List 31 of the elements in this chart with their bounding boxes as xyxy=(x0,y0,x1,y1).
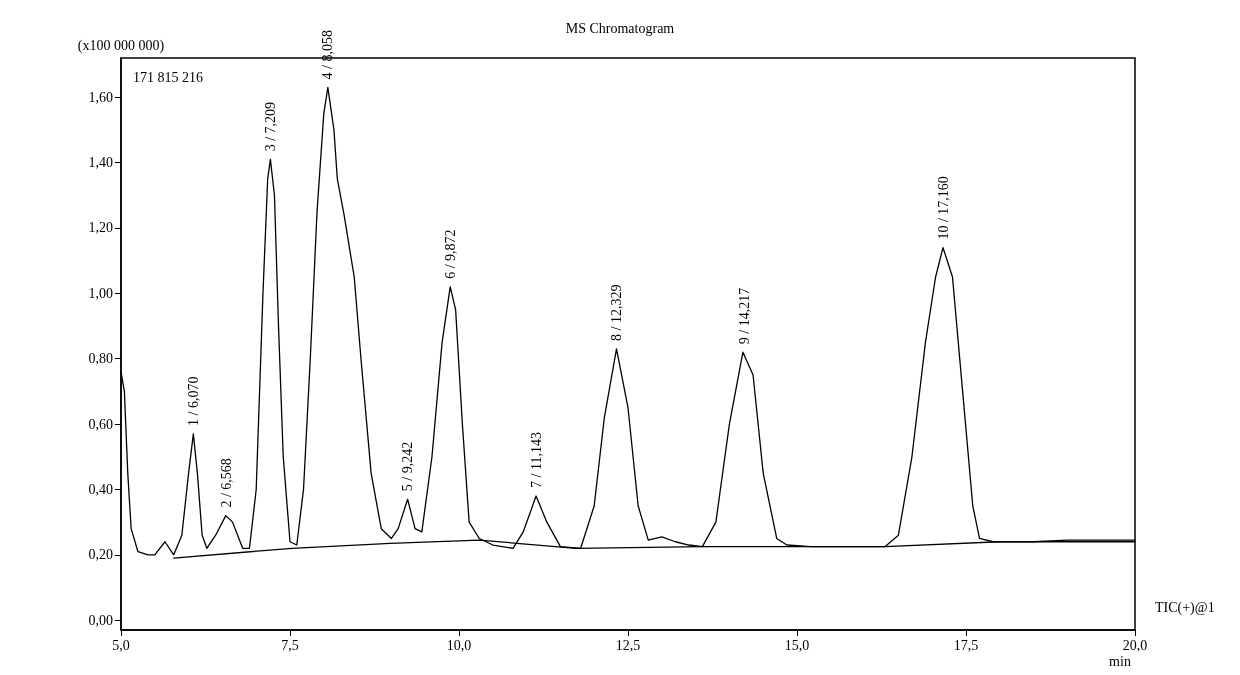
x-tick-label: 10,0 xyxy=(446,637,472,653)
annotation: 1 / 6,070 xyxy=(185,376,201,426)
y-tick-label: 0,00 xyxy=(88,612,113,628)
x-tick-label: 7,5 xyxy=(281,637,299,653)
annotation: 8 / 12,329 xyxy=(608,284,624,341)
annotation: 9 / 14,217 xyxy=(736,287,752,345)
chart-title: MS Chromatogram xyxy=(565,20,675,36)
annotation: 5 / 9,242 xyxy=(400,441,416,492)
annotation: 2 / 6,568 xyxy=(219,458,235,508)
x-axis-title: min xyxy=(1109,653,1131,669)
annotation: 10 / 17,160 xyxy=(935,176,951,240)
x-tick-label: 20,0 xyxy=(1122,637,1148,653)
annotation: 7 / 11,143 xyxy=(528,432,544,488)
x-tick-label: 12,5 xyxy=(615,637,641,653)
y-tick-label: 1,00 xyxy=(88,285,113,301)
y-tick-label: 1,20 xyxy=(88,220,113,236)
y-axis-title: (x100 000 000) xyxy=(77,37,165,54)
annotation: 171 815 216 xyxy=(133,69,203,85)
x-tick-label: 5,0 xyxy=(112,637,130,653)
y-tick-label: 1,60 xyxy=(88,89,113,105)
annotation: 3 / 7,209 xyxy=(262,101,278,152)
y-tick-label: 0,20 xyxy=(88,547,113,563)
x-tick-label: 17,5 xyxy=(953,637,979,653)
y-tick-label: 0,40 xyxy=(88,481,113,497)
x-tick-label: 15,0 xyxy=(784,637,810,653)
annotation: 4 / 8,058 xyxy=(320,30,336,80)
y-tick-label: 1,40 xyxy=(88,155,113,171)
y-tick-label: 0,60 xyxy=(88,416,113,432)
text: TIC(+)@1 xyxy=(1155,599,1215,616)
annotation: 6 / 9,872 xyxy=(442,229,458,279)
y-tick-label: 0,80 xyxy=(88,351,113,367)
